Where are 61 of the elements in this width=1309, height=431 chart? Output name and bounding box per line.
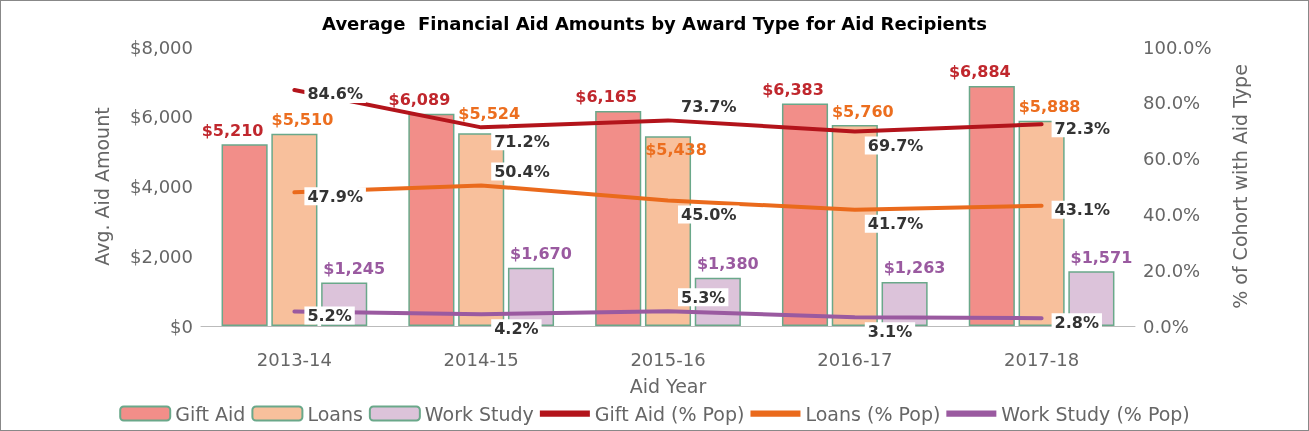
- x-tick-label: 2013-14: [256, 348, 333, 370]
- bar: [221, 144, 268, 326]
- data-label: 2.8%: [1054, 312, 1099, 332]
- data-label: 43.1%: [1054, 200, 1111, 220]
- x-axis-title: Aid Year: [629, 374, 707, 397]
- x-tick-label: 2016-17: [817, 348, 893, 370]
- x-tick-label: 2014-15: [443, 348, 519, 370]
- legend-label: Gift Aid (% Pop): [594, 402, 745, 425]
- data-label: 72.3%: [1054, 118, 1111, 138]
- data-label: 71.2%: [494, 131, 550, 151]
- data-label: $1,245: [323, 259, 386, 279]
- data-label: 84.6%: [307, 84, 363, 104]
- line-series: [292, 309, 1044, 321]
- y2-tick-label: 80.0%: [1143, 92, 1201, 114]
- data-label: 41.7%: [867, 214, 924, 234]
- bar: [595, 111, 642, 326]
- data-label: $5,760: [831, 101, 894, 121]
- data-label: $1,571: [1070, 247, 1133, 267]
- y-tick-label: $2,000: [130, 245, 193, 267]
- data-label: 45.0%: [681, 204, 737, 224]
- chart-title: Average Financial Aid Amounts by Award Type for Aid Recipients: [322, 12, 987, 34]
- y-tick-label: $6,000: [130, 106, 193, 128]
- data-label: $1,380: [696, 254, 759, 274]
- data-label: $6,383: [762, 79, 824, 99]
- y2-tick-label: 20.0%: [1143, 259, 1201, 281]
- data-label: 73.7%: [681, 96, 737, 116]
- x-tick-label: 2015-16: [630, 348, 706, 370]
- legend-label: Loans: [307, 402, 363, 425]
- data-label: 47.9%: [307, 186, 363, 206]
- data-label: 50.4%: [494, 161, 550, 181]
- bar: [408, 113, 455, 326]
- data-label: $6,089: [388, 90, 451, 110]
- y2-tick-label: 60.0%: [1143, 148, 1201, 170]
- y-axis-title: Avg. Aid Amount: [90, 107, 113, 266]
- data-label: $5,524: [458, 103, 521, 123]
- data-label: 4.2%: [494, 318, 539, 338]
- y2-tick-label: 100.0%: [1143, 36, 1212, 58]
- data-label: 69.7%: [867, 136, 924, 156]
- bar: [781, 103, 829, 326]
- y-tick-label: $4,000: [130, 176, 193, 197]
- data-label: $5,210: [201, 120, 264, 140]
- data-label: 3.1%: [867, 321, 913, 341]
- y2-tick-label: 0.0%: [1143, 315, 1189, 337]
- y-tick-label: $0: [170, 315, 193, 337]
- data-label: $6,165: [575, 87, 638, 107]
- data-label: 5.2%: [307, 305, 352, 325]
- legend-label: Work Study (% Pop): [1001, 402, 1190, 425]
- y-tick-label: $8,000: [130, 36, 193, 58]
- data-label: $6,884: [948, 62, 1011, 82]
- legend-label: Work Study: [424, 402, 534, 425]
- y2-tick-label: 40.0%: [1143, 203, 1201, 225]
- data-label: $5,510: [271, 110, 334, 130]
- legend-label: Gift Aid: [175, 402, 246, 425]
- legend-label: Loans (% Pop): [805, 402, 941, 425]
- data-label: 5.3%: [681, 287, 726, 307]
- bar: [968, 85, 1015, 326]
- data-label: $1,263: [883, 258, 946, 278]
- y2-axis-title: % of Cohort with Aid Type: [1228, 64, 1251, 309]
- data-label: $1,670: [510, 244, 572, 264]
- x-tick-label: 2017-18: [1003, 348, 1080, 370]
- data-label: $5,888: [1018, 97, 1081, 117]
